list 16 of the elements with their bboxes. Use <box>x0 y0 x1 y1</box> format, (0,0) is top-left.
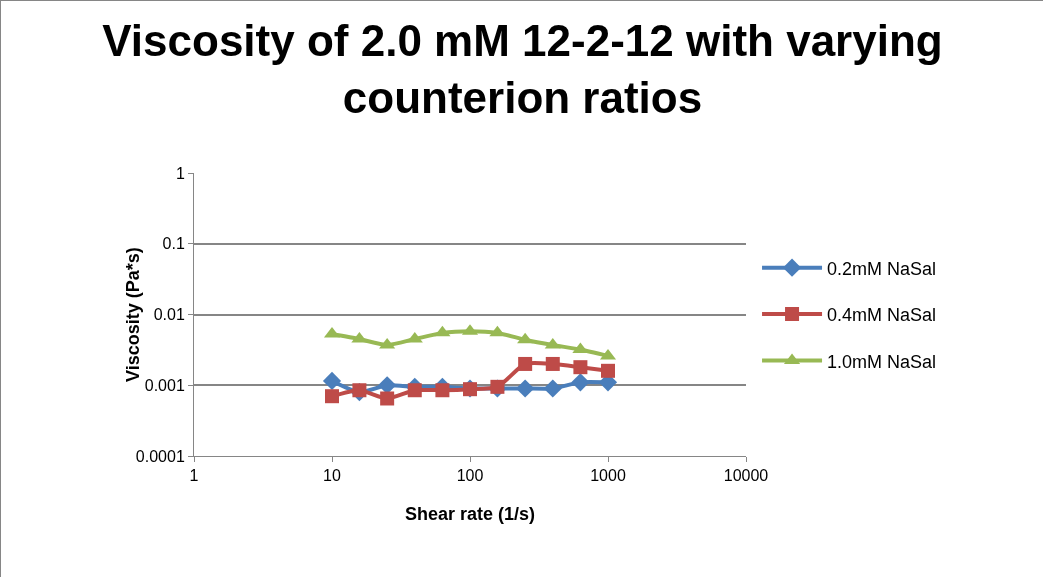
legend-label: 1.0mM NaSal <box>827 351 937 372</box>
x-axis-title: Shear rate (1/s) <box>404 504 536 524</box>
legend-label: 0.2mM NaSal <box>827 258 937 279</box>
y-tick-label: 0.0001 <box>135 447 185 465</box>
y-axis-title: Viscosity (Pa*s) <box>122 247 143 382</box>
y-tick-label: 0.01 <box>153 306 185 324</box>
x-tick-label: 1000 <box>590 467 626 485</box>
legend-label: 0.4mM NaSal <box>827 305 937 326</box>
x-tick-label: 100 <box>456 467 484 485</box>
chart-title: Viscosity of 2.0 mM 12-2-12 with varying counterion ratios <box>102 15 943 123</box>
y-tick-label: 0.001 <box>144 376 185 394</box>
x-tick-label: 10000 <box>723 467 769 485</box>
y-tick-label: 0.1 <box>162 235 185 253</box>
x-tick-label: 10 <box>323 467 341 485</box>
x-tick-label: 1 <box>189 467 199 485</box>
y-tick-label: 1 <box>175 164 185 182</box>
